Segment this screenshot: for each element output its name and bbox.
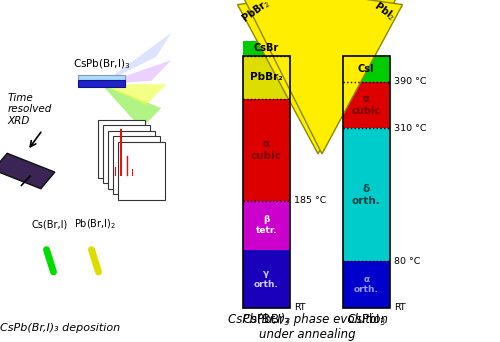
Text: 390 °C: 390 °C (394, 77, 426, 86)
Text: PbBr$_2$: PbBr$_2$ (238, 0, 272, 26)
Text: CsPbI$_3$: CsPbI$_3$ (347, 312, 386, 328)
Text: CsPbBr$_3$: CsPbBr$_3$ (242, 312, 290, 328)
Text: PbI$_2$: PbI$_2$ (371, 0, 398, 24)
Text: RT: RT (394, 303, 406, 312)
Text: CsI: CsI (358, 64, 374, 74)
Text: 435 °C: 435 °C (294, 51, 326, 60)
Polygon shape (101, 84, 166, 105)
Polygon shape (101, 84, 161, 129)
Text: CsPb(Br,I)$_3$: CsPb(Br,I)$_3$ (72, 57, 130, 71)
Bar (242, 55, 290, 308)
Text: 80 °C: 80 °C (394, 257, 420, 266)
Bar (342, 55, 390, 82)
Text: β
tetr.: β tetr. (256, 215, 277, 235)
Text: PbBr₂: PbBr₂ (250, 72, 282, 82)
Text: α
cubic: α cubic (251, 139, 282, 161)
Bar (342, 261, 390, 308)
Text: δ
orth.: δ orth. (352, 184, 380, 206)
Text: Pb(Br,I)$_2$: Pb(Br,I)$_2$ (74, 217, 116, 231)
Bar (242, 250, 290, 308)
Bar (98, 120, 145, 178)
Text: CsPb(Br,I)₃ phase evolution
under annealing: CsPb(Br,I)₃ phase evolution under anneal… (228, 313, 388, 341)
Text: 360 °C: 360 °C (294, 94, 326, 104)
Bar (118, 142, 165, 200)
Text: γ
orth.: γ orth. (254, 269, 278, 289)
Bar (242, 99, 290, 200)
Bar (102, 125, 150, 183)
Bar (342, 82, 390, 128)
Bar (78, 80, 125, 87)
Text: CsPb(Br,I)₃ deposition: CsPb(Br,I)₃ deposition (0, 324, 120, 333)
Text: RT: RT (294, 303, 306, 312)
Text: α
orth.: α orth. (354, 275, 378, 294)
Text: CsBr: CsBr (254, 43, 279, 53)
Bar (112, 136, 160, 194)
Text: 310 °C: 310 °C (394, 123, 426, 133)
Polygon shape (101, 60, 171, 84)
Text: α
cubic: α cubic (352, 94, 381, 116)
Bar (242, 41, 290, 55)
Text: Time
resolved
XRD: Time resolved XRD (8, 93, 52, 126)
Bar (342, 55, 390, 308)
Text: Cs(Br,I): Cs(Br,I) (32, 219, 68, 229)
Bar (242, 200, 290, 250)
Bar (108, 131, 155, 189)
Bar (242, 55, 290, 99)
Polygon shape (101, 33, 171, 84)
Bar (342, 128, 390, 261)
Text: 185 °C: 185 °C (294, 196, 326, 205)
Bar (78, 75, 125, 80)
Polygon shape (0, 153, 55, 189)
